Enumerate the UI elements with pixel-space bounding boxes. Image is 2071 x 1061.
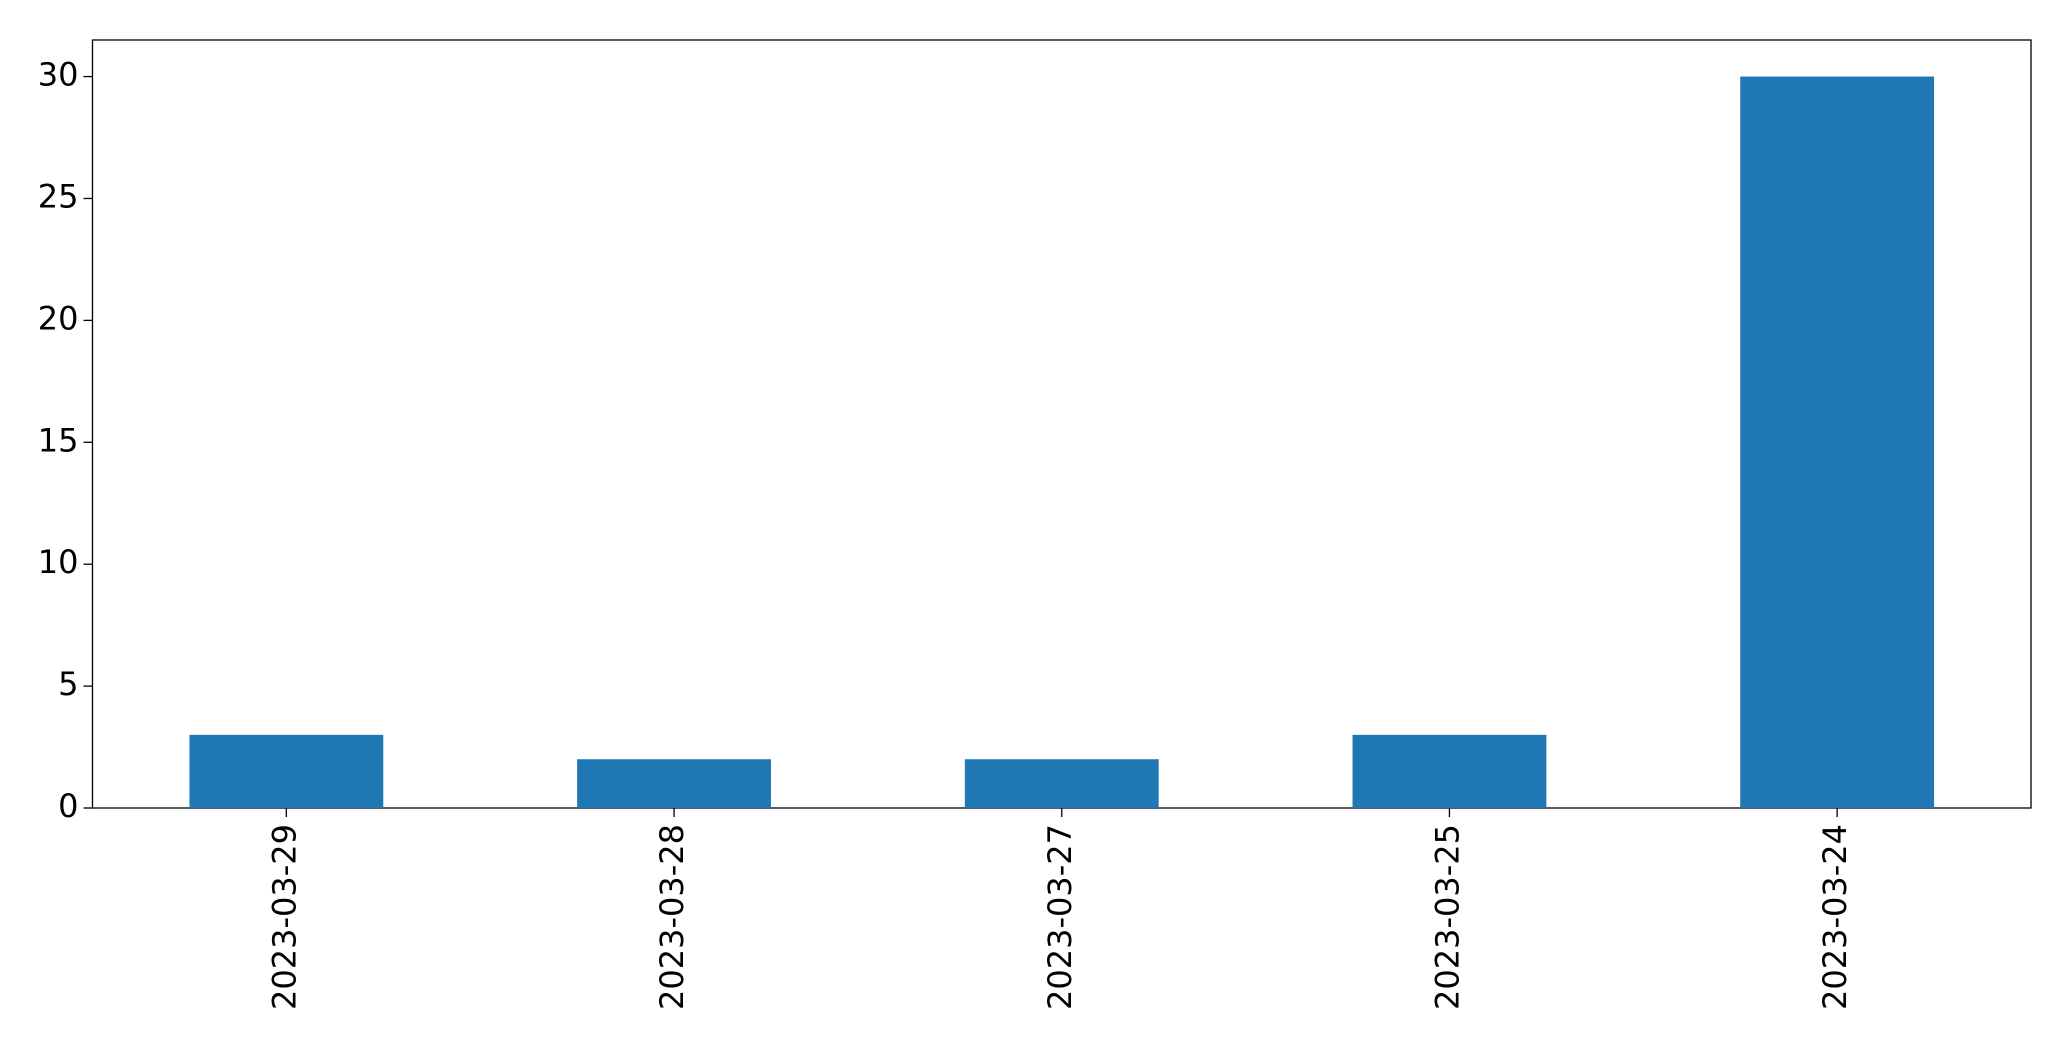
x-tick-label: 2023-03-27: [1041, 824, 1079, 1010]
y-tick-label: 25: [38, 177, 79, 215]
bar: [1352, 734, 1547, 808]
x-tick-label: 2023-03-28: [653, 824, 691, 1010]
y-tick-label: 20: [38, 299, 79, 337]
y-tick-label: 15: [38, 421, 79, 459]
y-tick-label: 10: [38, 543, 79, 581]
x-tick-label: 2023-03-25: [1428, 824, 1466, 1010]
y-tick-label: 30: [38, 56, 79, 94]
y-tick-label: 5: [58, 665, 78, 703]
y-tick-label: 0: [58, 787, 78, 825]
x-tick-label: 2023-03-24: [1816, 824, 1854, 1010]
bar: [189, 734, 384, 808]
bar: [964, 759, 1159, 808]
bar: [577, 759, 771, 808]
bar: [1740, 76, 1935, 809]
x-tick-label: 2023-03-29: [265, 824, 303, 1010]
